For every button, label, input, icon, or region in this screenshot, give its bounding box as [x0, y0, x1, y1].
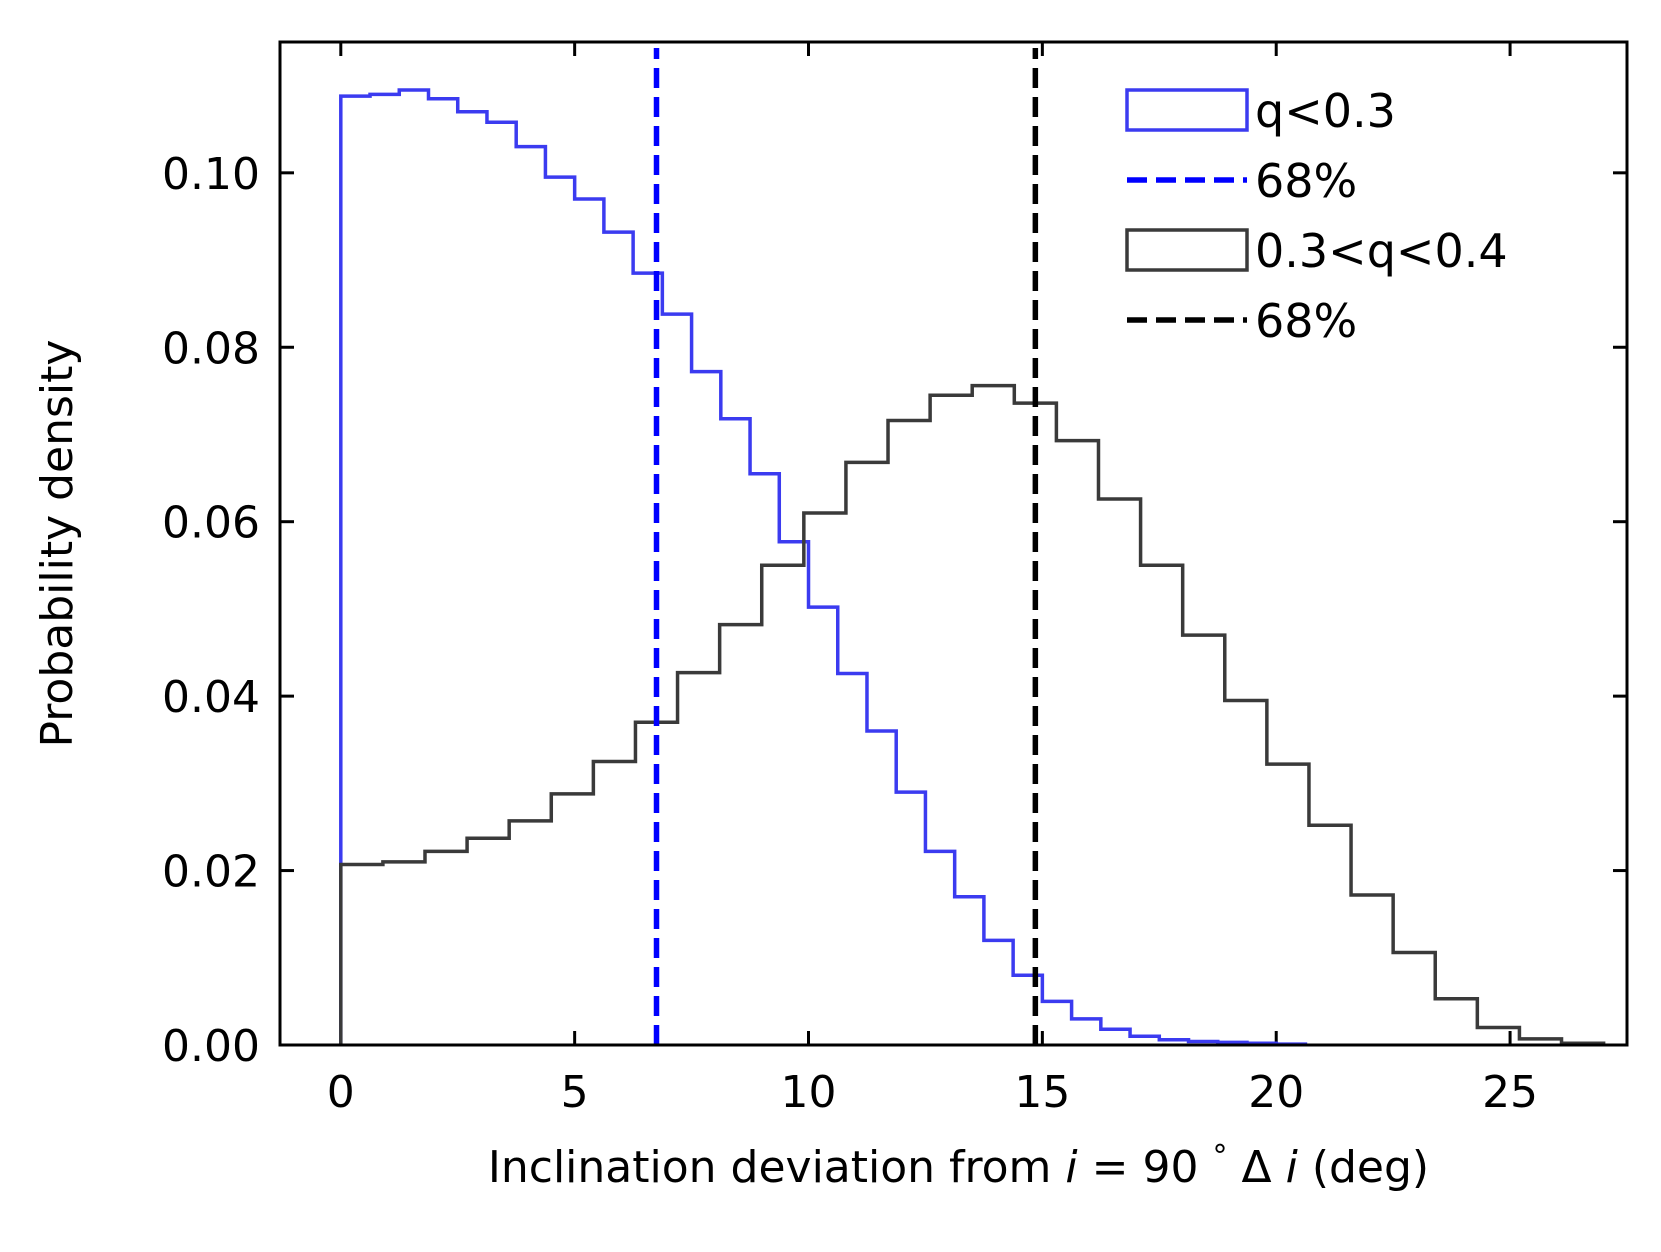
histogram-step-outline — [339, 88, 1308, 1046]
x-axis-label-suffix: (deg) — [1312, 1142, 1429, 1193]
x-tick-label: 0 — [327, 1067, 355, 1118]
y-tick-label: 0.06 — [162, 498, 260, 549]
legend-label: q<0.3 — [1255, 84, 1396, 138]
legend-swatch-patch — [1125, 228, 1249, 272]
x-tick-label: 10 — [781, 1067, 837, 1118]
x-axis-label-prefix: Inclination deviation from — [488, 1142, 1066, 1193]
histogram-bar — [678, 673, 720, 1045]
histogram-bar — [1225, 700, 1267, 1045]
histogram-bar — [1435, 999, 1477, 1045]
y-tick-label: 0.08 — [162, 323, 260, 374]
histogram-bar — [383, 862, 425, 1045]
legend-label: 68% — [1255, 154, 1357, 208]
histogram-bar — [1056, 441, 1098, 1045]
histogram-series — [339, 88, 1606, 1046]
histogram-bar — [1351, 895, 1393, 1045]
y-tick-label: 0.04 — [162, 672, 260, 723]
histogram-bar — [1393, 953, 1435, 1045]
y-tick-label: 0.02 — [162, 847, 260, 898]
legend-label: 68% — [1255, 294, 1357, 348]
histogram-bar — [467, 838, 509, 1045]
histogram-bar — [804, 513, 846, 1045]
legend-label: 0.3<q<0.4 — [1255, 224, 1508, 278]
y-axis-label: Probability density — [32, 340, 83, 748]
x-axis-label: Inclination deviation from i = 90 ° Δ i … — [488, 1126, 1429, 1193]
histogram-bar — [1183, 635, 1225, 1045]
x-axis-label-i: i — [1065, 1142, 1078, 1193]
histogram-bar — [593, 762, 635, 1045]
histogram-bar — [341, 864, 383, 1045]
histogram-step-outline — [339, 383, 1606, 1046]
percentile-lines — [653, 48, 1039, 1045]
histogram-series-1 — [339, 88, 1308, 1046]
legend-swatch-patch — [1125, 88, 1249, 132]
histogram-bar — [425, 851, 467, 1045]
histogram-series-2 — [339, 383, 1606, 1046]
x-axis-label-i2: i — [1286, 1142, 1299, 1193]
y-tick-label: 0.10 — [162, 149, 260, 200]
histogram-bar — [846, 462, 888, 1045]
x-axis-label-eq: = 90 — [1092, 1142, 1199, 1193]
x-tick-label: 25 — [1482, 1067, 1538, 1118]
x-axis-label-delta: Δ — [1241, 1142, 1271, 1193]
legend: q<0.3 68% 0.3<q<0.4 68% — [1125, 84, 1508, 348]
histogram-bar — [720, 625, 762, 1045]
histogram-bar — [930, 395, 972, 1045]
histogram-bar — [1477, 1028, 1519, 1045]
histogram-bar — [1309, 825, 1351, 1045]
histogram-bar — [762, 565, 804, 1045]
x-tick-label: 20 — [1248, 1067, 1304, 1118]
histogram-bar — [972, 386, 1014, 1045]
x-axis-ticks: 0 5 10 15 20 25 — [327, 42, 1538, 1118]
x-tick-label: 5 — [561, 1067, 589, 1118]
x-axis-label-deg: ° — [1212, 1139, 1227, 1174]
histogram-bar — [1141, 565, 1183, 1045]
histogram-bar — [509, 821, 551, 1045]
histogram-bar — [551, 794, 593, 1045]
histogram-bar — [1098, 499, 1140, 1045]
histogram-bar — [888, 421, 930, 1045]
plot-frame — [278, 40, 1629, 1047]
y-axis-ticks: 0.00 0.02 0.04 0.06 0.08 0.10 — [162, 149, 1627, 1072]
y-tick-label: 0.00 — [162, 1021, 260, 1072]
histogram-bar — [1267, 764, 1309, 1045]
x-tick-label: 15 — [1014, 1067, 1070, 1118]
